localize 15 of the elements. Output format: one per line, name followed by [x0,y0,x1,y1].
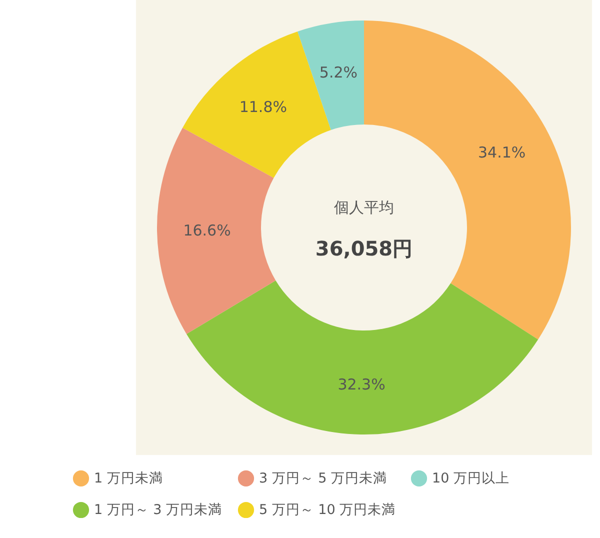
data-label: 34.1% [478,143,526,162]
donut-slice [186,280,538,434]
text: 個人平均 [334,198,394,216]
data-label: 16.6% [183,221,231,240]
donut-slice [298,20,364,130]
legend-label: 10 万円以上 [432,470,510,486]
data-label: 11.8% [239,98,287,116]
donut-slice [157,128,276,334]
data-label: 5.2% [319,64,358,82]
data-label: 32.3% [338,375,386,394]
legend-label: 3 万円～ 5 万円未満 [259,470,388,486]
legend-label: 1 万円未満 [94,470,163,486]
legend-label: 5 万円～ 10 万円未満 [259,502,396,518]
legend-label: 1 万円～ 3 万円未満 [94,502,222,518]
text: 36,058円 [315,236,413,260]
